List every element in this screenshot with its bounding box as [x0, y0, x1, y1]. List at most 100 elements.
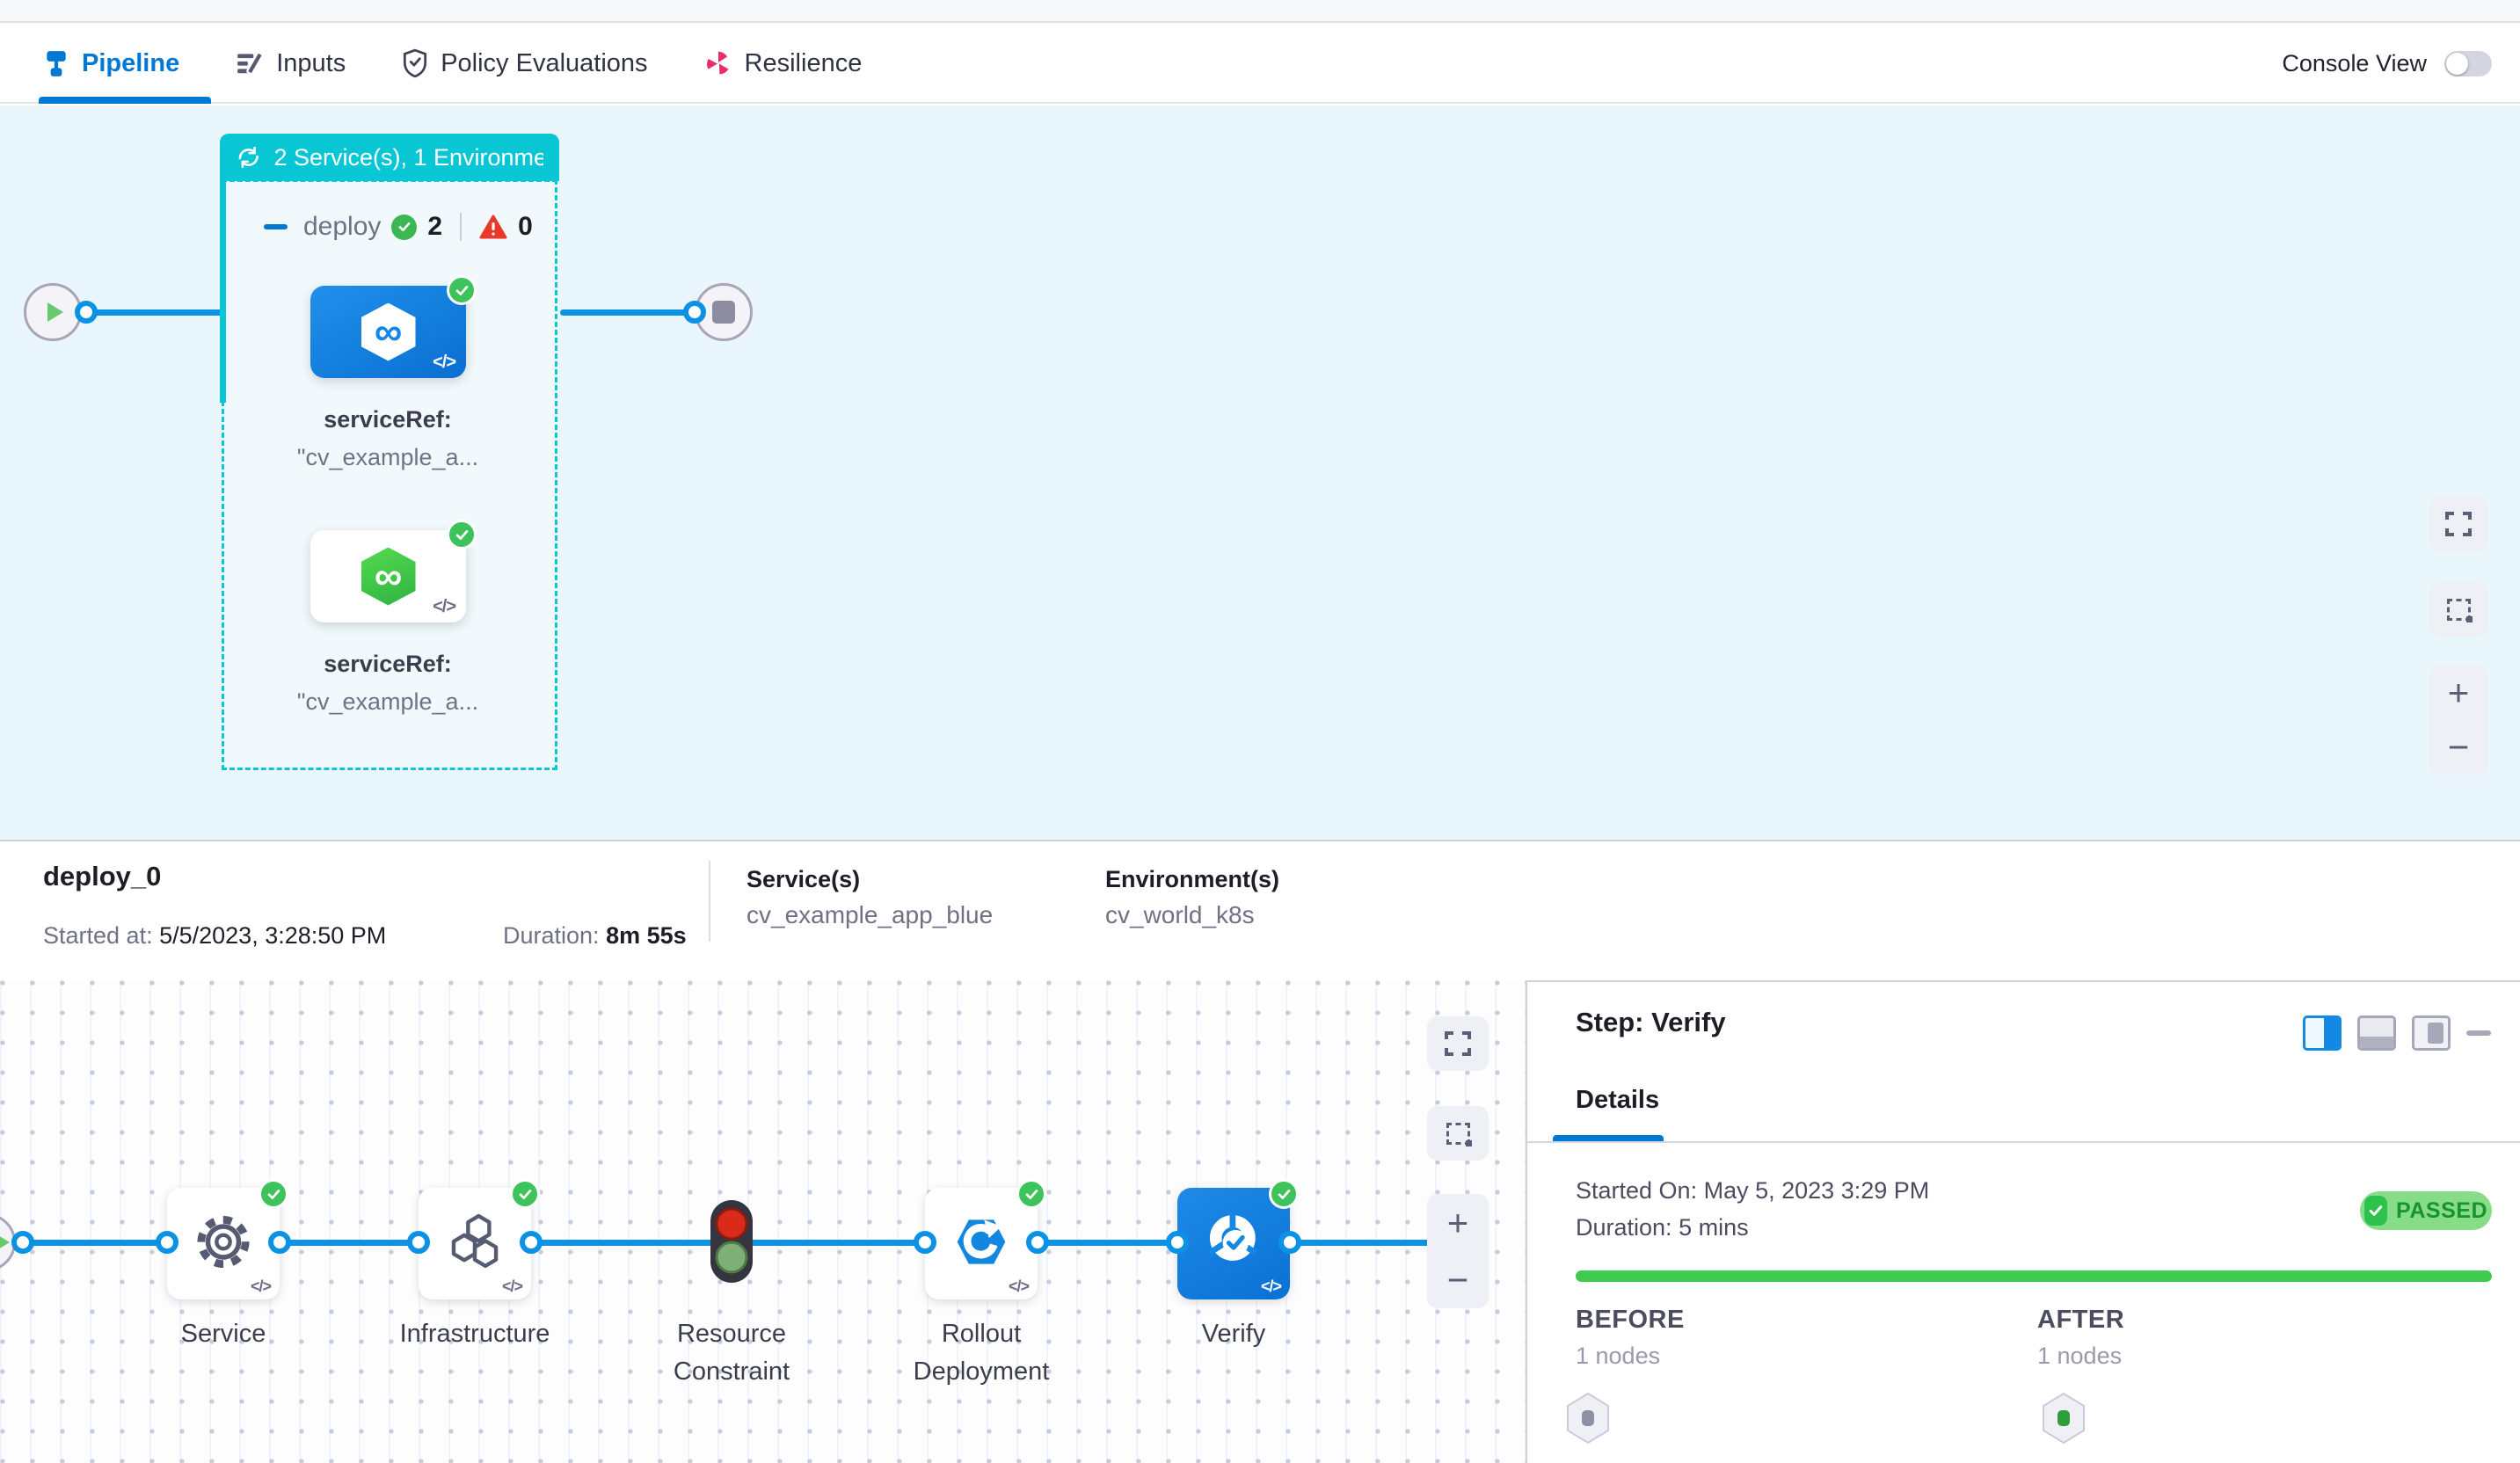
gear-icon — [193, 1211, 254, 1277]
execution-bottom-area: </> Service </> Infrastructure — [0, 980, 2520, 1463]
ref-value: "cv_example_a... — [296, 688, 479, 715]
step-duration: Duration: 5 mins — [1576, 1214, 1749, 1241]
play-icon — [0, 1236, 10, 1248]
shield-check-icon — [404, 48, 427, 78]
verify-icon — [1201, 1210, 1266, 1277]
tab-inputs[interactable]: Inputs — [236, 25, 346, 102]
connector-dot — [407, 1231, 430, 1254]
console-view-control: Console View — [2282, 25, 2492, 102]
before-header: BEFORE — [1576, 1306, 1685, 1334]
success-badge — [510, 1179, 540, 1209]
stage-services-badge[interactable]: 2 Service(s), 1 Environme... — [220, 134, 559, 181]
service-node-1[interactable]: ∞ </> — [310, 275, 477, 378]
stage-id: deploy_0 — [43, 861, 162, 892]
step-rollout-deployment[interactable]: </> — [925, 1179, 1046, 1299]
success-badge — [259, 1179, 288, 1209]
marquee-select-icon — [1446, 1122, 1472, 1146]
step-started-on: Started On: May 5, 2023 3:29 PM — [1576, 1177, 1929, 1205]
yaml-code-icon: </> — [1008, 1277, 1030, 1295]
duration-value: 8m 55s — [606, 922, 687, 949]
stop-icon — [712, 301, 735, 324]
layout-bottom-panel-button[interactable] — [2357, 1015, 2396, 1051]
environments-header: Environment(s) — [1105, 866, 1280, 892]
started-at-label: Started at: — [43, 922, 153, 949]
layout-right-panel-button[interactable] — [2303, 1015, 2342, 1051]
started-on-value: May 5, 2023 3:29 PM — [1703, 1177, 1930, 1204]
tab-details[interactable]: Details — [1576, 1086, 1660, 1114]
status-badge: PASSED — [2360, 1191, 2492, 1230]
started-at: Started at: 5/5/2023, 3:28:50 PM — [43, 922, 386, 950]
console-view-toggle[interactable] — [2444, 50, 2492, 76]
layout-fill — [2360, 1037, 2393, 1048]
started-at-value: 5/5/2023, 3:28:50 PM — [159, 922, 387, 949]
connector-dot — [1166, 1231, 1189, 1254]
start-connector-dot — [75, 301, 98, 324]
status-badge-label: PASSED — [2396, 1197, 2487, 1223]
warning-triangle-icon — [479, 215, 507, 239]
stage-graph-canvas[interactable]: 2 Service(s), 1 Environme... deploy 2 0 … — [0, 106, 2520, 840]
success-badge — [1016, 1179, 1046, 1209]
stage-group-boundary — [222, 179, 557, 770]
success-count-icon — [391, 214, 418, 240]
service-ref-label-2: serviceRef: "cv_example_a... — [264, 651, 512, 716]
canvas-select-button[interactable] — [1427, 1106, 1489, 1161]
after-header: AFTER — [2037, 1306, 2125, 1334]
zoom-in-button[interactable]: + — [1446, 1201, 1469, 1243]
layout-floating-panel-button[interactable] — [2412, 1015, 2451, 1051]
service-node-2[interactable]: ∞ </> — [310, 520, 477, 622]
step-label-infrastructure: Infrastructure — [399, 1320, 550, 1348]
yaml-code-icon: </> — [433, 597, 456, 616]
step-details-panel: Step: Verify Details Started On: May 5, … — [1526, 980, 2520, 1463]
nav-tabs: Pipeline Inputs Policy Evaluations Resil… — [39, 25, 862, 104]
zoom-in-button[interactable]: + — [2447, 672, 2470, 713]
tab-inputs-label: Inputs — [276, 48, 346, 77]
zoom-out-button[interactable]: − — [1446, 1258, 1469, 1300]
step-label-verify: Verify — [1201, 1320, 1266, 1348]
connector-dot — [268, 1231, 291, 1254]
duration: Duration: 8m 55s — [503, 922, 687, 950]
ref-value: "cv_example_a... — [296, 444, 479, 470]
service-ref-label-1: serviceRef: "cv_example_a... — [264, 406, 512, 471]
after-node-hexagon[interactable] — [2042, 1392, 2086, 1449]
duration-label: Duration: — [503, 922, 600, 949]
services-header: Service(s) — [747, 866, 861, 892]
canvas-fullscreen-button[interactable] — [1427, 1016, 1489, 1071]
layout-fill — [2323, 1018, 2339, 1048]
collapse-stage-button[interactable] — [264, 224, 288, 229]
play-icon — [47, 302, 63, 322]
yaml-code-icon: </> — [433, 353, 456, 372]
stage-group-leftbar — [220, 179, 226, 403]
pipeline-start-node[interactable] — [24, 283, 82, 341]
tab-policy-evaluations-label: Policy Evaluations — [441, 48, 648, 77]
canvas-select-button[interactable] — [2429, 582, 2487, 637]
tab-pipeline[interactable]: Pipeline — [39, 25, 211, 104]
minimize-panel-button[interactable] — [2466, 1030, 2491, 1036]
traffic-light-icon — [710, 1200, 753, 1283]
fullscreen-icon — [1445, 1031, 1471, 1056]
tab-resilience[interactable]: Resilience — [704, 25, 862, 102]
ref-key: serviceRef: — [324, 651, 452, 677]
started-on-label: Started On: — [1576, 1177, 1698, 1204]
failure-count: 0 — [518, 212, 533, 241]
step-resource-constraint[interactable] — [710, 1199, 754, 1288]
before-node-count: 1 nodes — [1576, 1343, 1661, 1369]
step-graph-canvas[interactable]: </> Service </> Infrastructure — [0, 980, 1526, 1463]
yaml-code-icon: </> — [250, 1277, 272, 1295]
zoom-out-button[interactable]: − — [2447, 726, 2470, 768]
count-divider — [460, 213, 462, 241]
step-infrastructure[interactable]: </> — [419, 1179, 540, 1299]
step-duration-value: 5 mins — [1679, 1214, 1749, 1241]
canvas-fullscreen-button[interactable] — [2429, 497, 2487, 551]
infinity-glyph: ∞ — [374, 309, 403, 353]
details-tab-underline — [1553, 1135, 1664, 1141]
before-node-hexagon[interactable] — [1566, 1392, 1610, 1449]
tab-policy-evaluations[interactable]: Policy Evaluations — [402, 25, 648, 102]
stage-summary-bar: deploy_0 Started at: 5/5/2023, 3:28:50 P… — [0, 840, 2520, 979]
step-duration-label: Duration: — [1576, 1214, 1672, 1241]
step-label-rollout-deployment: Rollout Deployment — [913, 1320, 1050, 1386]
success-badge — [1269, 1179, 1299, 1209]
stage-header-row: deploy 2 0 — [264, 209, 533, 244]
step-verify[interactable]: </> — [1177, 1179, 1299, 1299]
panel-layout-controls — [2303, 1015, 2491, 1051]
step-service[interactable]: </> — [167, 1179, 288, 1299]
